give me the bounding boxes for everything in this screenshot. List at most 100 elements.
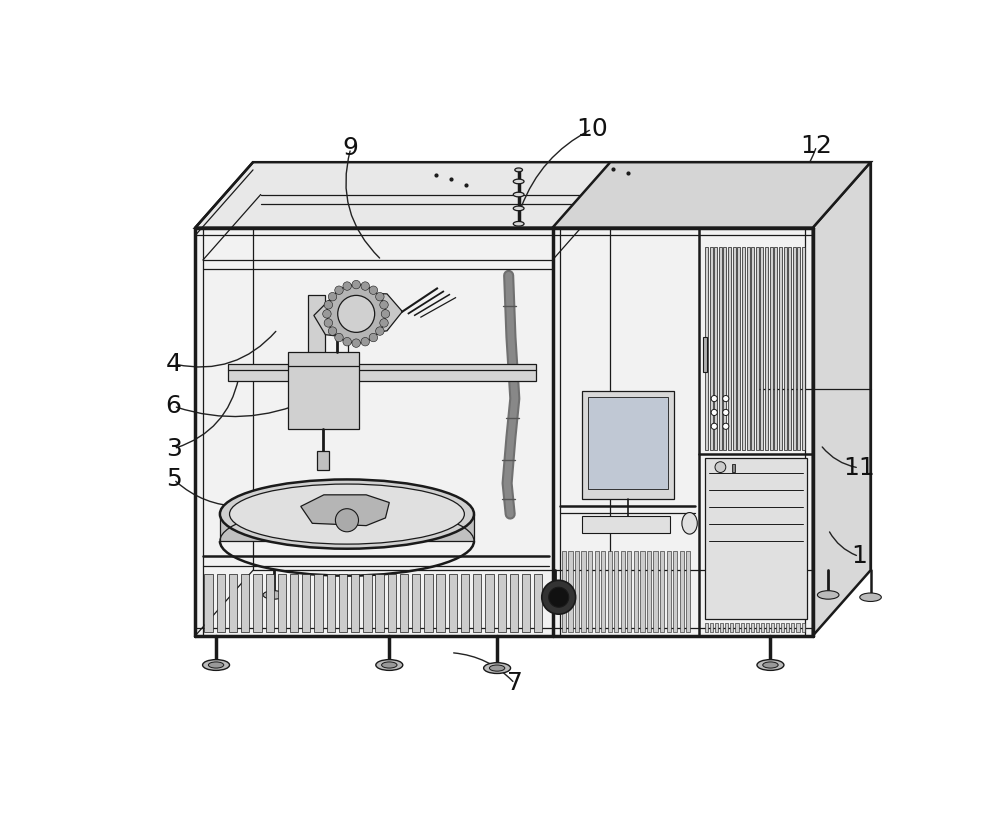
- Ellipse shape: [544, 590, 566, 600]
- Bar: [621, 551, 625, 632]
- Circle shape: [376, 327, 384, 335]
- Polygon shape: [195, 162, 871, 228]
- Ellipse shape: [817, 590, 839, 600]
- Bar: [771, 622, 774, 632]
- Text: 7: 7: [507, 672, 523, 695]
- Bar: [720, 622, 723, 632]
- Bar: [781, 622, 784, 632]
- Polygon shape: [813, 162, 871, 636]
- Bar: [562, 551, 566, 632]
- Bar: [253, 574, 262, 632]
- Ellipse shape: [513, 221, 524, 226]
- Ellipse shape: [763, 662, 778, 668]
- Circle shape: [328, 327, 337, 335]
- Circle shape: [335, 509, 359, 532]
- Bar: [756, 247, 759, 450]
- Bar: [498, 574, 506, 632]
- Ellipse shape: [489, 665, 505, 671]
- Text: 9: 9: [343, 136, 359, 161]
- Circle shape: [335, 333, 343, 342]
- Text: 12: 12: [801, 134, 833, 158]
- Ellipse shape: [220, 479, 474, 549]
- Bar: [784, 247, 787, 450]
- Bar: [761, 622, 764, 632]
- Bar: [770, 247, 773, 450]
- Bar: [660, 551, 664, 632]
- Bar: [534, 574, 542, 632]
- Bar: [290, 574, 298, 632]
- Bar: [588, 397, 668, 490]
- Bar: [673, 551, 677, 632]
- Circle shape: [361, 337, 369, 346]
- Bar: [485, 574, 494, 632]
- Bar: [705, 622, 708, 632]
- Bar: [751, 622, 754, 632]
- Circle shape: [376, 292, 384, 301]
- Bar: [317, 451, 329, 470]
- Bar: [217, 574, 225, 632]
- Bar: [568, 551, 573, 632]
- Circle shape: [338, 296, 375, 333]
- Bar: [640, 551, 645, 632]
- Text: 3: 3: [166, 437, 182, 460]
- Polygon shape: [314, 292, 402, 337]
- Circle shape: [549, 587, 569, 607]
- Bar: [680, 551, 684, 632]
- Circle shape: [711, 410, 717, 415]
- Text: 10: 10: [576, 117, 608, 141]
- Bar: [601, 551, 605, 632]
- Bar: [735, 622, 739, 632]
- Ellipse shape: [682, 513, 697, 534]
- Bar: [266, 574, 274, 632]
- Bar: [725, 622, 728, 632]
- Bar: [756, 622, 759, 632]
- Text: 11: 11: [843, 456, 875, 480]
- Ellipse shape: [376, 659, 403, 671]
- Bar: [436, 574, 445, 632]
- Bar: [774, 247, 777, 450]
- Circle shape: [380, 301, 388, 309]
- Bar: [653, 551, 658, 632]
- Ellipse shape: [484, 663, 511, 673]
- Bar: [732, 464, 735, 472]
- Bar: [686, 551, 690, 632]
- Circle shape: [343, 282, 351, 290]
- Bar: [575, 551, 579, 632]
- Circle shape: [328, 292, 337, 301]
- Circle shape: [723, 423, 729, 429]
- Bar: [253, 162, 871, 570]
- Bar: [741, 622, 744, 632]
- Bar: [339, 574, 347, 632]
- Circle shape: [369, 286, 378, 295]
- Bar: [786, 622, 789, 632]
- Ellipse shape: [757, 659, 784, 671]
- Bar: [733, 247, 736, 450]
- Circle shape: [381, 310, 390, 318]
- Bar: [737, 247, 740, 450]
- Circle shape: [723, 396, 729, 401]
- Ellipse shape: [203, 659, 230, 671]
- Ellipse shape: [860, 593, 881, 601]
- Circle shape: [324, 319, 333, 327]
- Bar: [288, 352, 358, 429]
- Polygon shape: [553, 162, 871, 228]
- Bar: [204, 574, 213, 632]
- Circle shape: [715, 462, 726, 473]
- Circle shape: [323, 310, 331, 318]
- Bar: [363, 574, 372, 632]
- Bar: [449, 574, 457, 632]
- Text: 5: 5: [166, 468, 182, 491]
- Ellipse shape: [208, 662, 224, 668]
- Bar: [388, 574, 396, 632]
- Circle shape: [542, 581, 576, 614]
- Bar: [400, 574, 408, 632]
- Ellipse shape: [513, 179, 524, 183]
- Bar: [595, 551, 599, 632]
- Bar: [797, 247, 800, 450]
- Ellipse shape: [230, 484, 464, 544]
- Bar: [627, 551, 631, 632]
- Text: 6: 6: [166, 394, 182, 419]
- Ellipse shape: [263, 590, 285, 600]
- Bar: [710, 622, 713, 632]
- Bar: [715, 622, 718, 632]
